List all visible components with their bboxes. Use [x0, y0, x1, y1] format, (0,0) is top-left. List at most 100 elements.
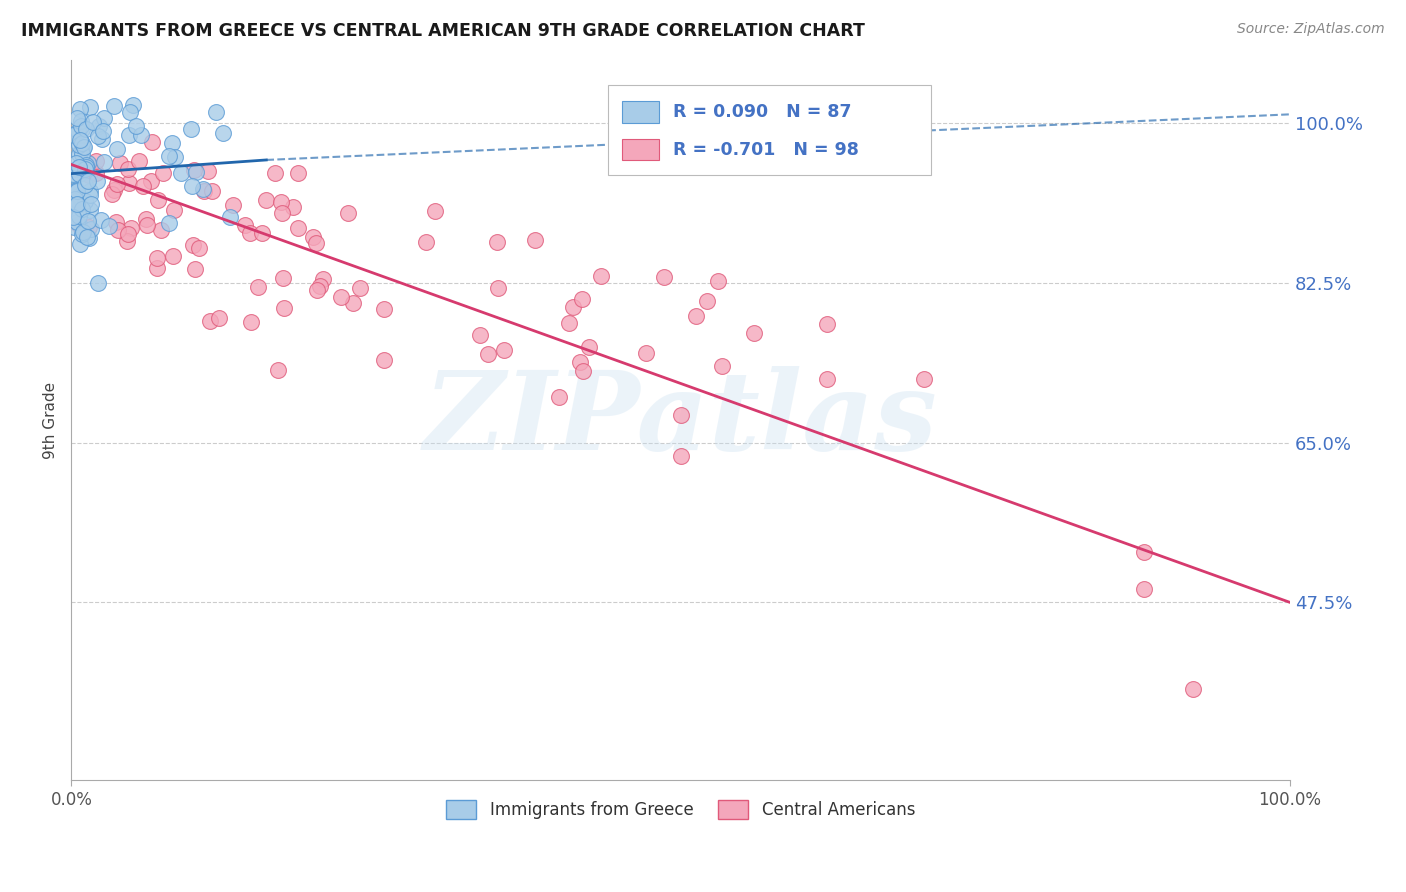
- Text: IMMIGRANTS FROM GREECE VS CENTRAL AMERICAN 9TH GRADE CORRELATION CHART: IMMIGRANTS FROM GREECE VS CENTRAL AMERIC…: [21, 22, 865, 40]
- Point: [349, 280, 371, 294]
- Point: [561, 300, 583, 314]
- Point: [103, 99, 125, 113]
- Point: [264, 166, 287, 180]
- Point: [84, 166, 107, 180]
- Point: [128, 154, 150, 169]
- Point: [415, 235, 437, 250]
- Point: [75, 161, 97, 176]
- Point: [181, 238, 204, 252]
- Point: [117, 227, 139, 241]
- Point: [87, 128, 110, 143]
- Point: [73, 140, 96, 154]
- Point: [336, 206, 359, 220]
- Point: [165, 149, 187, 163]
- Point: [90, 132, 112, 146]
- Point: [77, 219, 100, 234]
- Point: [115, 234, 138, 248]
- Point: [201, 184, 224, 198]
- Point: [1132, 545, 1154, 559]
- Point: [135, 219, 157, 233]
- Point: [239, 315, 262, 329]
- Point: [79, 100, 101, 114]
- Point: [273, 301, 295, 315]
- Point: [271, 205, 294, 219]
- Point: [180, 178, 202, 193]
- Point: [77, 230, 100, 244]
- Point: [75, 194, 97, 208]
- Point: [312, 271, 335, 285]
- Point: [169, 166, 191, 180]
- Point: [63, 194, 86, 209]
- Point: [77, 168, 100, 182]
- Point: [120, 221, 142, 235]
- Point: [1132, 582, 1154, 596]
- Point: [271, 271, 294, 285]
- Point: [180, 122, 202, 136]
- Point: [76, 230, 98, 244]
- Point: [270, 194, 292, 209]
- Point: [77, 174, 100, 188]
- Point: [162, 249, 184, 263]
- Point: [468, 328, 491, 343]
- Point: [558, 316, 581, 330]
- Point: [105, 215, 128, 229]
- Point: [72, 225, 94, 239]
- Point: [132, 178, 155, 193]
- Point: [65, 196, 87, 211]
- Point: [485, 235, 508, 249]
- Point: [79, 158, 101, 172]
- Point: [247, 279, 270, 293]
- Point: [69, 237, 91, 252]
- Point: [62, 167, 84, 181]
- Point: [91, 123, 114, 137]
- Point: [63, 184, 86, 198]
- Point: [72, 121, 94, 136]
- Point: [93, 112, 115, 126]
- Point: [75, 160, 97, 174]
- Point: [1181, 682, 1204, 697]
- Point: [67, 189, 90, 203]
- Point: [652, 270, 675, 285]
- Point: [63, 192, 86, 206]
- Point: [183, 262, 205, 277]
- Point: [84, 153, 107, 168]
- Point: [122, 98, 145, 112]
- Point: [486, 280, 509, 294]
- Point: [66, 214, 89, 228]
- Point: [80, 222, 103, 236]
- Point: [67, 217, 90, 231]
- Point: [70, 119, 93, 133]
- Point: [69, 191, 91, 205]
- Point: [218, 210, 240, 224]
- Point: [105, 177, 128, 191]
- Point: [304, 236, 326, 251]
- Point: [63, 220, 86, 235]
- Point: [235, 218, 257, 232]
- Point: [160, 136, 183, 151]
- Point: [373, 353, 395, 368]
- Point: [90, 213, 112, 227]
- Point: [65, 111, 87, 125]
- Point: [118, 177, 141, 191]
- Point: [494, 343, 516, 357]
- Point: [146, 260, 169, 275]
- Point: [669, 450, 692, 464]
- Point: [157, 149, 180, 163]
- Point: [87, 276, 110, 290]
- Point: [70, 143, 93, 157]
- Y-axis label: 9th Grade: 9th Grade: [44, 382, 58, 458]
- Point: [134, 212, 156, 227]
- Point: [572, 364, 595, 378]
- Point: [157, 216, 180, 230]
- Point: [77, 155, 100, 169]
- Legend: Immigrants from Greece, Central Americans: Immigrants from Greece, Central American…: [440, 794, 922, 826]
- Point: [425, 203, 447, 218]
- Point: [342, 295, 364, 310]
- Point: [75, 158, 97, 172]
- Point: [208, 311, 231, 326]
- Point: [149, 223, 172, 237]
- Point: [79, 184, 101, 198]
- Point: [79, 188, 101, 202]
- Point: [107, 142, 129, 156]
- Point: [578, 340, 600, 354]
